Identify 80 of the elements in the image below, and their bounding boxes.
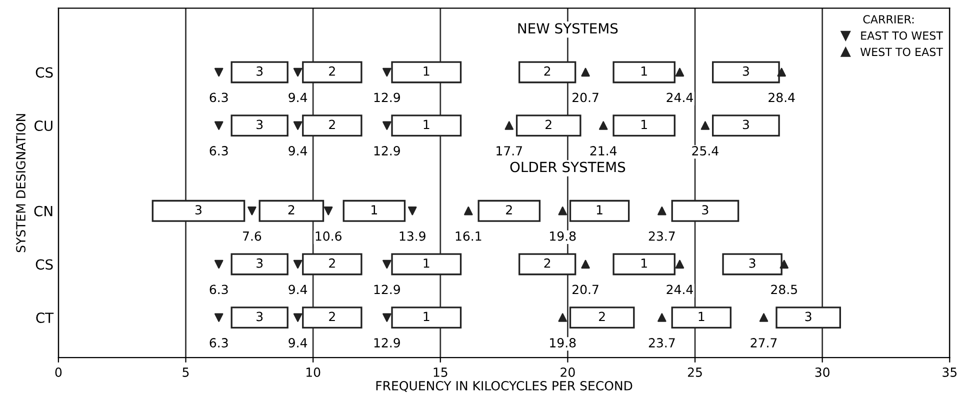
text: 1 [424, 120, 430, 130]
x-tick-label: 0 [55, 368, 62, 377]
text: 3 [195, 205, 202, 215]
data-label: 13.9 [400, 231, 426, 241]
annotation: OLDER SYSTEMS [510, 162, 626, 172]
text: 1 [641, 66, 647, 76]
series-label: 3 [256, 258, 263, 268]
y-tick-label: CU [34, 120, 52, 132]
text: 2 [506, 205, 512, 214]
series-label: 2 [544, 258, 550, 268]
data-label: 20.7 [572, 284, 598, 294]
text: 2 [544, 66, 550, 76]
text: 2 [599, 312, 605, 322]
text: 1 [641, 120, 647, 130]
text: 3 [742, 120, 749, 130]
data-label: 9.4 [288, 284, 308, 294]
data-label: 9.4 [288, 146, 308, 156]
text: 3 [805, 312, 812, 322]
data-label: 27.7 [750, 338, 777, 348]
data-label: 24.4 [666, 92, 693, 102]
data-label: 12.9 [374, 92, 400, 102]
data-label: 19.8 [550, 231, 576, 241]
y-tick-label: CS [36, 67, 53, 78]
text: 2 [329, 120, 335, 130]
text: 1 [424, 66, 430, 76]
y-tick-label: CS [36, 259, 53, 270]
text: 3 [256, 66, 263, 76]
x-tick-label: 20 [560, 368, 575, 377]
data-label: 16.1 [456, 231, 482, 241]
data-label: 19.8 [550, 338, 576, 348]
text: 3 [256, 312, 263, 322]
data-label: 9.4 [288, 338, 308, 348]
text: 1 [424, 258, 430, 268]
data-label: 23.7 [648, 231, 675, 241]
text: 1 [698, 312, 704, 322]
text: 1 [424, 312, 430, 322]
legend-title: CARRIER: [863, 15, 914, 24]
x-tick-label: 10 [306, 368, 320, 377]
x-tick-label: 35 [942, 368, 957, 377]
data-label: 28.5 [771, 284, 797, 294]
text: 1 [641, 258, 647, 268]
data-label: 25.4 [692, 146, 718, 156]
data-label: 6.3 [210, 284, 228, 294]
text: 3 [256, 120, 263, 130]
text: 2 [329, 312, 335, 322]
series-label: 3 [749, 258, 756, 268]
y-tick-label: CT [36, 312, 54, 324]
data-label: 6.3 [210, 146, 228, 156]
annotation: NEW SYSTEMS [518, 23, 618, 34]
x-tick-label: 5 [182, 368, 189, 377]
x-tick-label: 30 [815, 368, 830, 377]
data-label: 23.7 [648, 338, 675, 348]
text: 2 [288, 205, 294, 214]
y-tick-label: CN [34, 206, 52, 216]
data-label: 17.7 [496, 146, 522, 156]
x-tick-label: 25 [688, 368, 702, 377]
x-tick-label: 15 [434, 368, 448, 377]
data-label: 12.9 [374, 146, 400, 156]
data-label: 28.4 [768, 92, 795, 102]
data-label: 9.4 [288, 92, 308, 102]
text: 2 [546, 120, 552, 130]
data-label: 12.9 [374, 284, 400, 294]
data-label: 20.7 [572, 92, 598, 102]
legend-label: EAST TO WEST [861, 31, 944, 40]
y-axis-title: SYSTEM DESIGNATION [16, 114, 26, 252]
series-label: 1 [372, 205, 378, 214]
x-axis-title: FREQUENCY IN KILOCYCLES PER SECOND [376, 381, 632, 392]
data-label: 6.3 [210, 92, 228, 102]
series-label: 2 [329, 258, 335, 268]
data-label: 10.6 [316, 231, 342, 241]
data-label: 6.3 [210, 338, 228, 348]
data-label: 24.4 [666, 284, 693, 294]
text: 3 [702, 205, 708, 215]
data-label: 21.4 [590, 146, 617, 156]
legend-label: WEST TO EAST [860, 48, 944, 56]
text: 3 [742, 66, 749, 76]
data-label: 12.9 [374, 338, 400, 348]
data-label: 7.6 [243, 231, 262, 241]
text: 2 [329, 66, 335, 76]
series-label: 1 [596, 205, 602, 214]
